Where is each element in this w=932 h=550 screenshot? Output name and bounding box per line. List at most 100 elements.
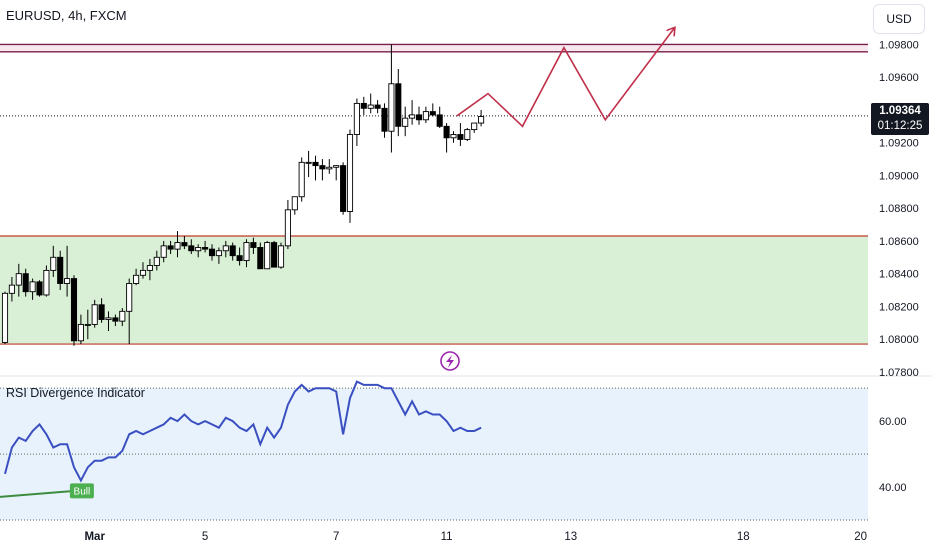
candle-body (181, 242, 188, 247)
candle-body (22, 273, 29, 293)
price-axis-label: 1.08200 (879, 301, 919, 313)
candle-body (450, 134, 457, 139)
candle-body (105, 317, 112, 320)
support-zone (0, 236, 868, 345)
candle-body (57, 256, 64, 284)
candle-body (422, 111, 429, 121)
candle-body (340, 165, 347, 212)
time-axis-label: 11 (441, 531, 453, 543)
candle-body (153, 256, 160, 266)
candle-body (64, 278, 71, 284)
time-axis-label: 18 (737, 531, 750, 543)
price-axis-label: 1.08600 (879, 236, 919, 248)
bull-label-box (69, 483, 94, 499)
candle-body (409, 114, 416, 119)
time-axis-label: 5 (202, 531, 208, 543)
candle-body (36, 281, 43, 296)
candle-body (243, 242, 250, 262)
candle-body (402, 117, 409, 127)
candle-body (346, 134, 354, 212)
candle-body (277, 245, 285, 268)
candle-body (381, 107, 388, 132)
candle-body (43, 269, 50, 296)
candle-body (429, 111, 436, 116)
candle-body (77, 323, 84, 342)
price-axis-label: 1.08000 (879, 334, 919, 346)
candle-body (8, 284, 15, 294)
candle-body (312, 161, 319, 167)
candle-body (284, 209, 291, 247)
candle-body (195, 247, 202, 252)
candle-body (91, 304, 98, 325)
candle-body (146, 265, 153, 271)
candle-body (353, 102, 360, 135)
price-axis-label: 1.09800 (879, 39, 919, 51)
rsi-pane: Bull (0, 380, 868, 521)
candle-body (319, 165, 326, 170)
candle-body (374, 104, 381, 109)
candle-body (457, 134, 464, 140)
time-axis-label: 13 (564, 531, 577, 543)
candle-body (257, 247, 264, 270)
bull-divergence-line (0, 489, 81, 498)
flash-icon-bolt (446, 355, 454, 368)
candle-body (436, 114, 443, 127)
candle-body (1, 292, 9, 343)
time-axis-label: Mar (84, 531, 105, 543)
candle-body (478, 116, 485, 124)
candle-body (112, 317, 119, 322)
candle-body (208, 248, 216, 257)
candle-body (264, 242, 271, 270)
candle-body (333, 165, 340, 168)
candle-body (291, 196, 298, 211)
price-axis-label: 1.09000 (879, 170, 919, 182)
candle-body (15, 273, 22, 286)
last-price-value: 1.09364 (879, 105, 921, 117)
price-pane (0, 28, 868, 371)
candle-body (471, 122, 478, 131)
candle-body (167, 245, 174, 250)
candle-body (305, 161, 312, 164)
candle-body (119, 310, 126, 322)
resistance-zone (0, 44, 868, 52)
candle-body (174, 242, 181, 250)
candle-body (443, 125, 450, 139)
candle-body (464, 129, 471, 140)
candle-body (415, 114, 423, 121)
rsi-series-line (4, 380, 482, 483)
axes: 1.09800 1.09600 1.09200 1.09000 1.08800 1.086… (0, 39, 932, 543)
candle-body (202, 247, 209, 250)
price-axis-label: 1.08400 (879, 269, 919, 281)
rsi-indicator-title[interactable]: RSI Divergence Indicator (6, 386, 145, 400)
candle-body (298, 161, 305, 198)
candle-body (236, 255, 243, 262)
candle-body (395, 83, 402, 127)
price-axis-label: 1.09600 (879, 72, 919, 84)
candle-body (160, 245, 167, 258)
price-axis-label: 1.09200 (879, 138, 919, 150)
candle-body (229, 245, 236, 257)
symbol-title[interactable]: EURUSD, 4h, FXCM (6, 8, 127, 23)
candle-body (29, 281, 36, 293)
candle-body (360, 102, 367, 109)
candle-body (70, 278, 78, 342)
rsi-axis-label: 60.00 (879, 416, 907, 428)
time-axis-label: 20 (854, 531, 867, 543)
currency-button[interactable]: USD (873, 4, 925, 34)
projection-path (456, 28, 674, 128)
candle-body (98, 304, 105, 320)
price-axis-label: 1.08800 (879, 203, 919, 215)
rsi-band (0, 388, 868, 520)
last-price-tag: 1.09364 01:12:25 (871, 103, 929, 135)
rsi-axis-label: 40.00 (879, 482, 907, 494)
time-axis-label: 7 (333, 531, 339, 543)
candle-body (133, 274, 140, 284)
candle-body (222, 245, 229, 252)
candle-body (126, 283, 133, 312)
candle-body (326, 166, 333, 170)
candle-body (271, 242, 278, 268)
candle-body (188, 245, 195, 252)
bar-countdown: 01:12:25 (877, 120, 923, 132)
candle-body (388, 83, 395, 132)
